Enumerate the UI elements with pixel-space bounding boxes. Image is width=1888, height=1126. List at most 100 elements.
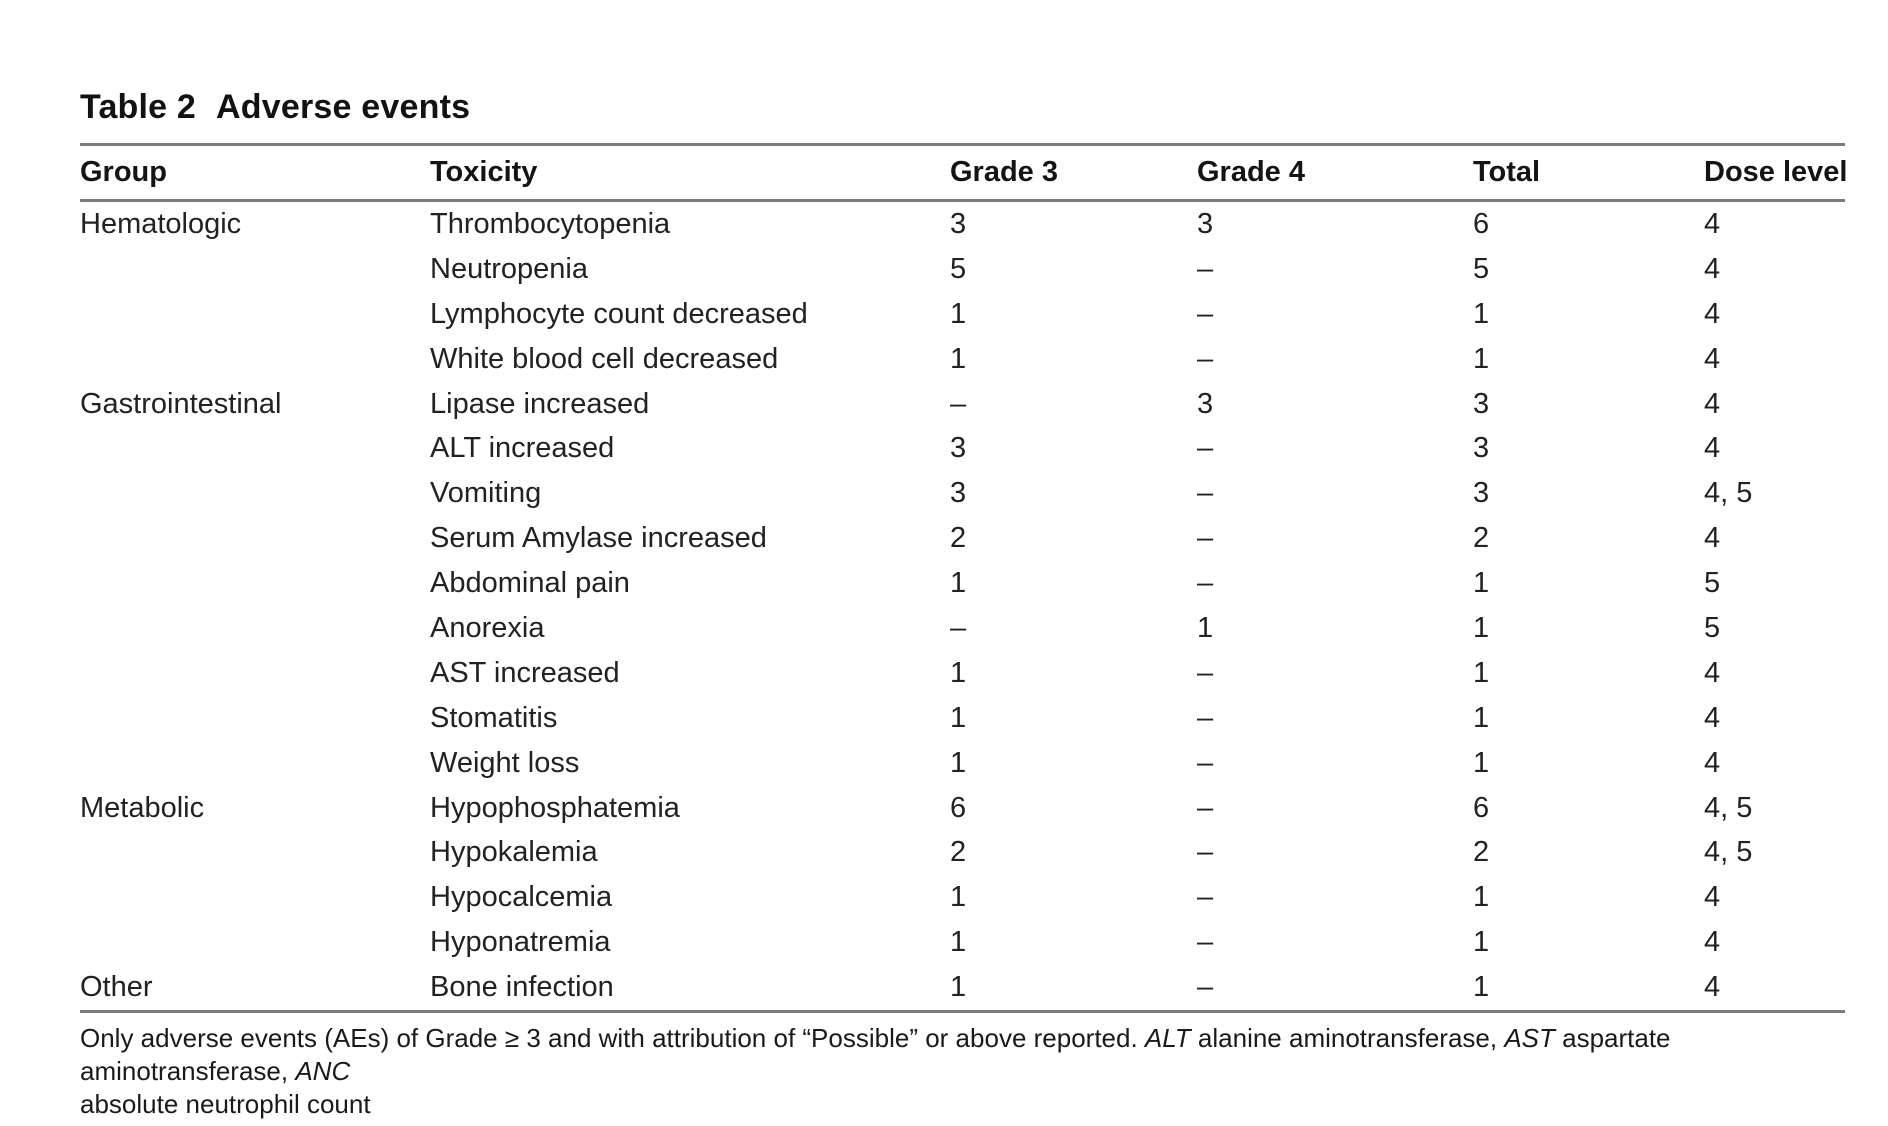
footnote-abbreviation: ANC [295, 1056, 351, 1086]
table-cell-dose: 5 [1704, 611, 1721, 644]
table-cell-toxicity: Hypokalemia [430, 836, 598, 869]
table-cell-dose: 4 [1704, 387, 1721, 420]
table-cell-grade4: – [1197, 656, 1214, 689]
table-cell-total: 6 [1473, 791, 1490, 824]
table-cell-grade4: – [1197, 432, 1214, 465]
table-cell-total: 1 [1473, 611, 1490, 644]
table-cell-toxicity: Lymphocyte count decreased [430, 297, 808, 330]
footnote-text: alanine aminotransferase, [1190, 1023, 1505, 1053]
table-cell-dose: 4 [1704, 522, 1721, 555]
table-cell-grade4: – [1197, 926, 1214, 959]
table-footnote: Only adverse events (AEs) of Grade ≥ 3 a… [80, 1022, 1850, 1121]
table-cell-toxicity: Lipase increased [430, 387, 650, 420]
table-cell-grade4: – [1197, 567, 1214, 600]
table-cell-toxicity: Anorexia [430, 611, 545, 644]
table-cell-total: 1 [1473, 701, 1490, 734]
table-cell-grade4: – [1197, 297, 1214, 330]
table-cell-grade3: 1 [950, 926, 967, 959]
table-cell-grade3: 3 [950, 432, 967, 465]
footnote-text: aspartate aminotransferase, [80, 1023, 1671, 1086]
table-cell-grade3: 1 [950, 881, 967, 914]
table-cell-grade3: – [950, 611, 967, 644]
footnote-abbreviation: ALT [1144, 1023, 1191, 1053]
table-cell-dose: 4 [1704, 746, 1721, 779]
table-cell-total: 3 [1473, 432, 1490, 465]
table-cell-grade3: 1 [950, 746, 967, 779]
table-cell-dose: 4 [1704, 701, 1721, 734]
table-cell-dose: 4 [1704, 297, 1721, 330]
table-cell-dose: 4 [1704, 207, 1721, 240]
column-header-toxicity: Toxicity [430, 156, 538, 188]
table-cell-total: 3 [1473, 387, 1490, 420]
table-cell-toxicity: White blood cell decreased [430, 342, 779, 375]
table-cell-grade3: 1 [950, 971, 967, 1004]
table-cell-total: 1 [1473, 656, 1490, 689]
table-cell-toxicity: ALT increased [430, 432, 615, 465]
column-header-total: Total [1473, 156, 1541, 188]
table-cell-dose: 4, 5 [1704, 791, 1753, 824]
table-cell-dose: 4, 5 [1704, 836, 1753, 869]
footnote-line-1: Only adverse events (AEs) of Grade ≥ 3 a… [80, 1022, 1850, 1088]
table-cell-total: 1 [1473, 567, 1490, 600]
table-cell-dose: 4 [1704, 971, 1721, 1004]
table-cell-grade4: – [1197, 522, 1214, 555]
table-cell-dose: 4 [1704, 432, 1721, 465]
table-body: Hematologic Thrombocytopenia 3 3 6 4 Neutropen… [80, 202, 1845, 1014]
table-cell-group: Other [80, 971, 153, 1004]
table-cell-grade3: 6 [950, 791, 967, 824]
table-cell-grade3: 1 [950, 297, 967, 330]
table-cell-dose: 5 [1704, 567, 1721, 600]
table-cell-group: Metabolic [80, 791, 205, 824]
table-cell-grade4: 3 [1197, 387, 1214, 420]
table-cell-total: 1 [1473, 746, 1490, 779]
column-header-grade3: Grade 3 [950, 156, 1058, 188]
table-cell-group: Gastrointestinal [80, 387, 282, 420]
table-cell-grade3: 2 [950, 522, 967, 555]
table-cell-grade4: – [1197, 477, 1214, 510]
table-title-label: Table 2 [80, 88, 197, 126]
table-cell-toxicity: AST increased [430, 656, 620, 689]
table-cell-toxicity: Thrombocytopenia [430, 207, 671, 240]
table-cell-toxicity: Bone infection [430, 971, 614, 1004]
column-header-grade4: Grade 4 [1197, 156, 1305, 188]
table-cell-grade3: 3 [950, 477, 967, 510]
column-header-group: Group [80, 156, 167, 188]
table-cell-toxicity: Serum Amylase increased [430, 522, 767, 555]
table-cell-toxicity: Neutropenia [430, 252, 588, 285]
table-cell-toxicity: Hyponatremia [430, 926, 611, 959]
table-cell-dose: 4 [1704, 881, 1721, 914]
table-cell-dose: 4 [1704, 342, 1721, 375]
table-cell-grade3: 1 [950, 567, 967, 600]
adverse-events-table: Group Toxicity Grade 3 Grade 4 Total Dos… [80, 143, 1848, 1014]
table-header-row: Group Toxicity Grade 3 Grade 4 Total Dos… [80, 143, 1848, 202]
table-cell-total: 1 [1473, 971, 1490, 1004]
table-cell-grade3: 1 [950, 656, 967, 689]
table-cell-grade4: – [1197, 252, 1214, 285]
table-cell-toxicity: Vomiting [430, 477, 542, 510]
table-cell-toxicity: Hypocalcemia [430, 881, 613, 914]
table-cell-total: 5 [1473, 252, 1490, 285]
table-cell-grade3: 1 [950, 701, 967, 734]
table-cell-total: 1 [1473, 342, 1490, 375]
table-cell-grade4: – [1197, 342, 1214, 375]
table-cell-grade3: 1 [950, 342, 967, 375]
table-cell-group: Hematologic [80, 207, 242, 240]
table-cell-grade3: 3 [950, 207, 967, 240]
table-title: Table 2 Adverse events [80, 88, 470, 127]
table-cell-grade4: – [1197, 971, 1214, 1004]
table-cell-total: 1 [1473, 926, 1490, 959]
table-cell-toxicity: Abdominal pain [430, 567, 630, 600]
table-cell-dose: 4 [1704, 252, 1721, 285]
table-cell-grade4: – [1197, 836, 1214, 869]
table-cell-total: 3 [1473, 477, 1490, 510]
table-cell-toxicity: Hypophosphatemia [430, 791, 680, 824]
table-title-text: Adverse events [216, 88, 471, 126]
column-header-dose-level: Dose level [1704, 156, 1848, 188]
table-cell-grade4: – [1197, 701, 1214, 734]
table-cell-grade3: 5 [950, 252, 967, 285]
footnote-line-2: absolute neutrophil count [80, 1089, 371, 1119]
table-cell-toxicity: Stomatitis [430, 701, 558, 734]
table-cell-grade4: – [1197, 746, 1214, 779]
table-cell-grade4: 1 [1197, 611, 1214, 644]
